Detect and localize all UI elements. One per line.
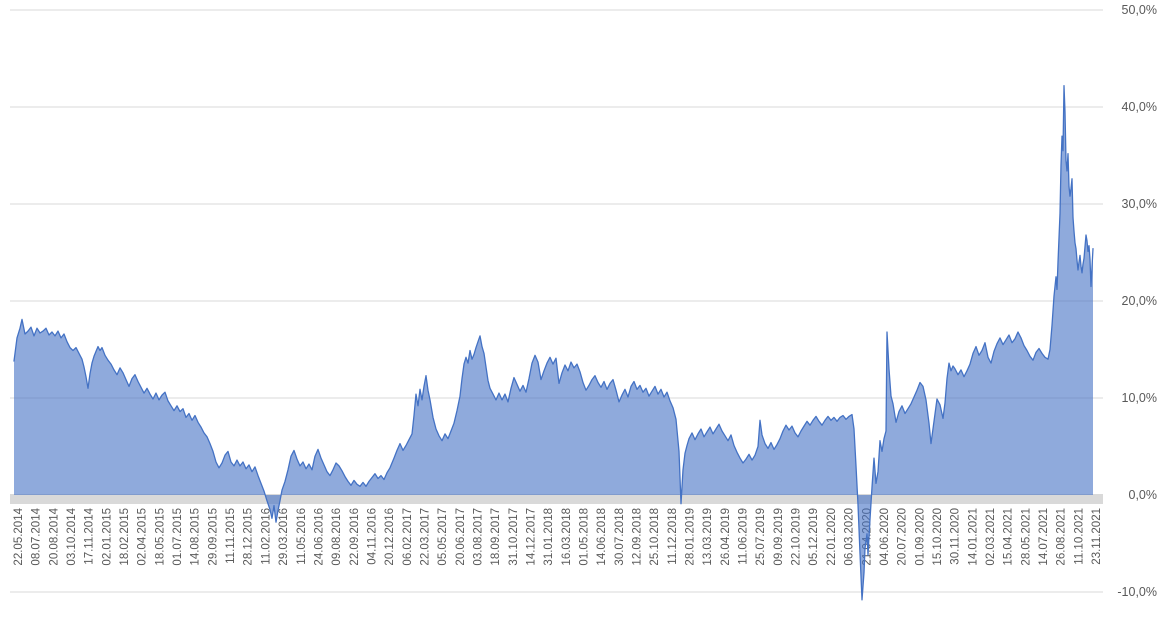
x-tick-label: 20.08.2014 [48,507,60,565]
x-tick-label: 11.10.2021 [1073,508,1085,565]
x-tick-label: 14.01.2021 [967,508,979,566]
x-tick-label: 03.08.2017 [473,508,485,566]
x-tick-label: 25.10.2018 [649,508,661,566]
x-tick-label: 18.02.2015 [119,508,131,566]
x-tick-label: 18.05.2015 [154,508,166,566]
x-tick-label: 11.12.2018 [667,508,679,565]
x-tick-label: 09.09.2019 [773,508,785,566]
x-tick-label: 04.06.2020 [879,508,891,566]
x-tick-label: 02.03.2021 [985,508,997,566]
y-tick-label: 10,0% [1122,391,1157,405]
y-tick-label: 0,0% [1129,488,1158,502]
x-tick-label: 31.01.2018 [543,508,555,566]
x-tick-label: 22.05.2014 [13,507,25,565]
x-tick-label: 18.09.2017 [490,508,502,566]
x-tick-label: 14.08.2015 [190,508,202,566]
y-tick-label: 20,0% [1122,294,1157,308]
x-tick-label: 11.06.2019 [738,508,750,565]
x-tick-label: 02.01.2015 [101,508,113,566]
x-tick-label: 13.03.2019 [702,508,714,566]
x-tick-label: 17.11.2014 [84,507,96,564]
x-tick-label: 01.07.2015 [172,508,184,566]
x-tick-label: 12.09.2018 [632,508,644,566]
x-tick-label: 30.11.2020 [950,508,962,565]
x-tick-labels: 22.05.2014 08.07.2014 20.08.2014 03.10.2014… [13,507,1103,565]
x-tick-label: 20.06.2017 [455,508,467,566]
x-tick-label: 05.12.2019 [808,508,820,566]
x-tick-label: 16.03.2018 [561,508,573,566]
x-tick-label: 02.04.2015 [137,508,149,566]
x-tick-label: 15.04.2021 [1003,508,1015,566]
x-tick-label: 31.10.2017 [508,508,520,566]
x-tick-label: 23.11.2021 [1091,508,1103,565]
x-tick-label: 08.07.2014 [31,507,43,565]
x-tick-label: 28.12.2015 [243,508,255,566]
x-tick-label: 22.09.2016 [349,508,361,566]
y-tick-label: 40,0% [1122,100,1157,114]
x-tick-label: 01.09.2020 [914,508,926,566]
x-tick-label: 14.12.2017 [526,508,538,566]
x-tick-label: 28.01.2019 [685,508,697,566]
x-tick-label: 06.03.2020 [844,508,856,566]
x-tick-label: 03.10.2014 [66,507,78,565]
x-tick-label: 14.06.2018 [596,508,608,566]
x-tick-label: 29.09.2015 [207,508,219,566]
x-tick-label: 26.08.2021 [1056,508,1068,566]
x-tick-label: 30.07.2018 [614,508,626,566]
x-tick-label: 26.04.2019 [720,508,732,566]
x-tick-label: 22.01.2020 [826,508,838,566]
x-tick-label: 14.07.2021 [1038,508,1050,566]
zero-axis-band [10,494,1103,504]
y-tick-label: 50,0% [1122,3,1157,17]
x-tick-label: 25.07.2019 [755,508,767,566]
x-tick-label: 29.03.2016 [278,508,290,566]
y-tick-label: 30,0% [1122,197,1157,211]
series-line [13,85,1094,601]
x-tick-label: 24.06.2016 [313,508,325,566]
x-axis-band [10,494,1103,504]
x-tick-label: 28.05.2021 [1020,508,1032,566]
x-tick-label: 11.11.2015 [225,508,237,564]
series-area-fill [14,85,1093,600]
x-tick-label: 05.05.2017 [437,508,449,566]
x-tick-label: 20.12.2016 [384,508,396,566]
x-tick-label: 11.05.2016 [296,508,308,565]
x-tick-label: 15.10.2020 [932,508,944,566]
x-tick-label: 09.08.2016 [331,508,343,566]
x-tick-label: 20.07.2020 [897,508,909,566]
x-tick-label: 22.10.2019 [791,508,803,566]
x-tick-label: 11.02.2016 [260,508,272,565]
gridlines [10,9,1103,593]
x-tick-label: 01.05.2018 [579,508,591,566]
y-tick-label: -10,0% [1117,585,1157,599]
x-tick-label: 04.11.2016 [366,508,378,565]
x-tick-label: 06.02.2017 [402,508,414,566]
y-tick-labels: 50,0% 40,0% 30,0% 20,0% 10,0% 0,0% -10,0% [1117,3,1157,599]
x-tick-label: 22.03.2017 [420,508,432,566]
area-series [13,85,1094,601]
